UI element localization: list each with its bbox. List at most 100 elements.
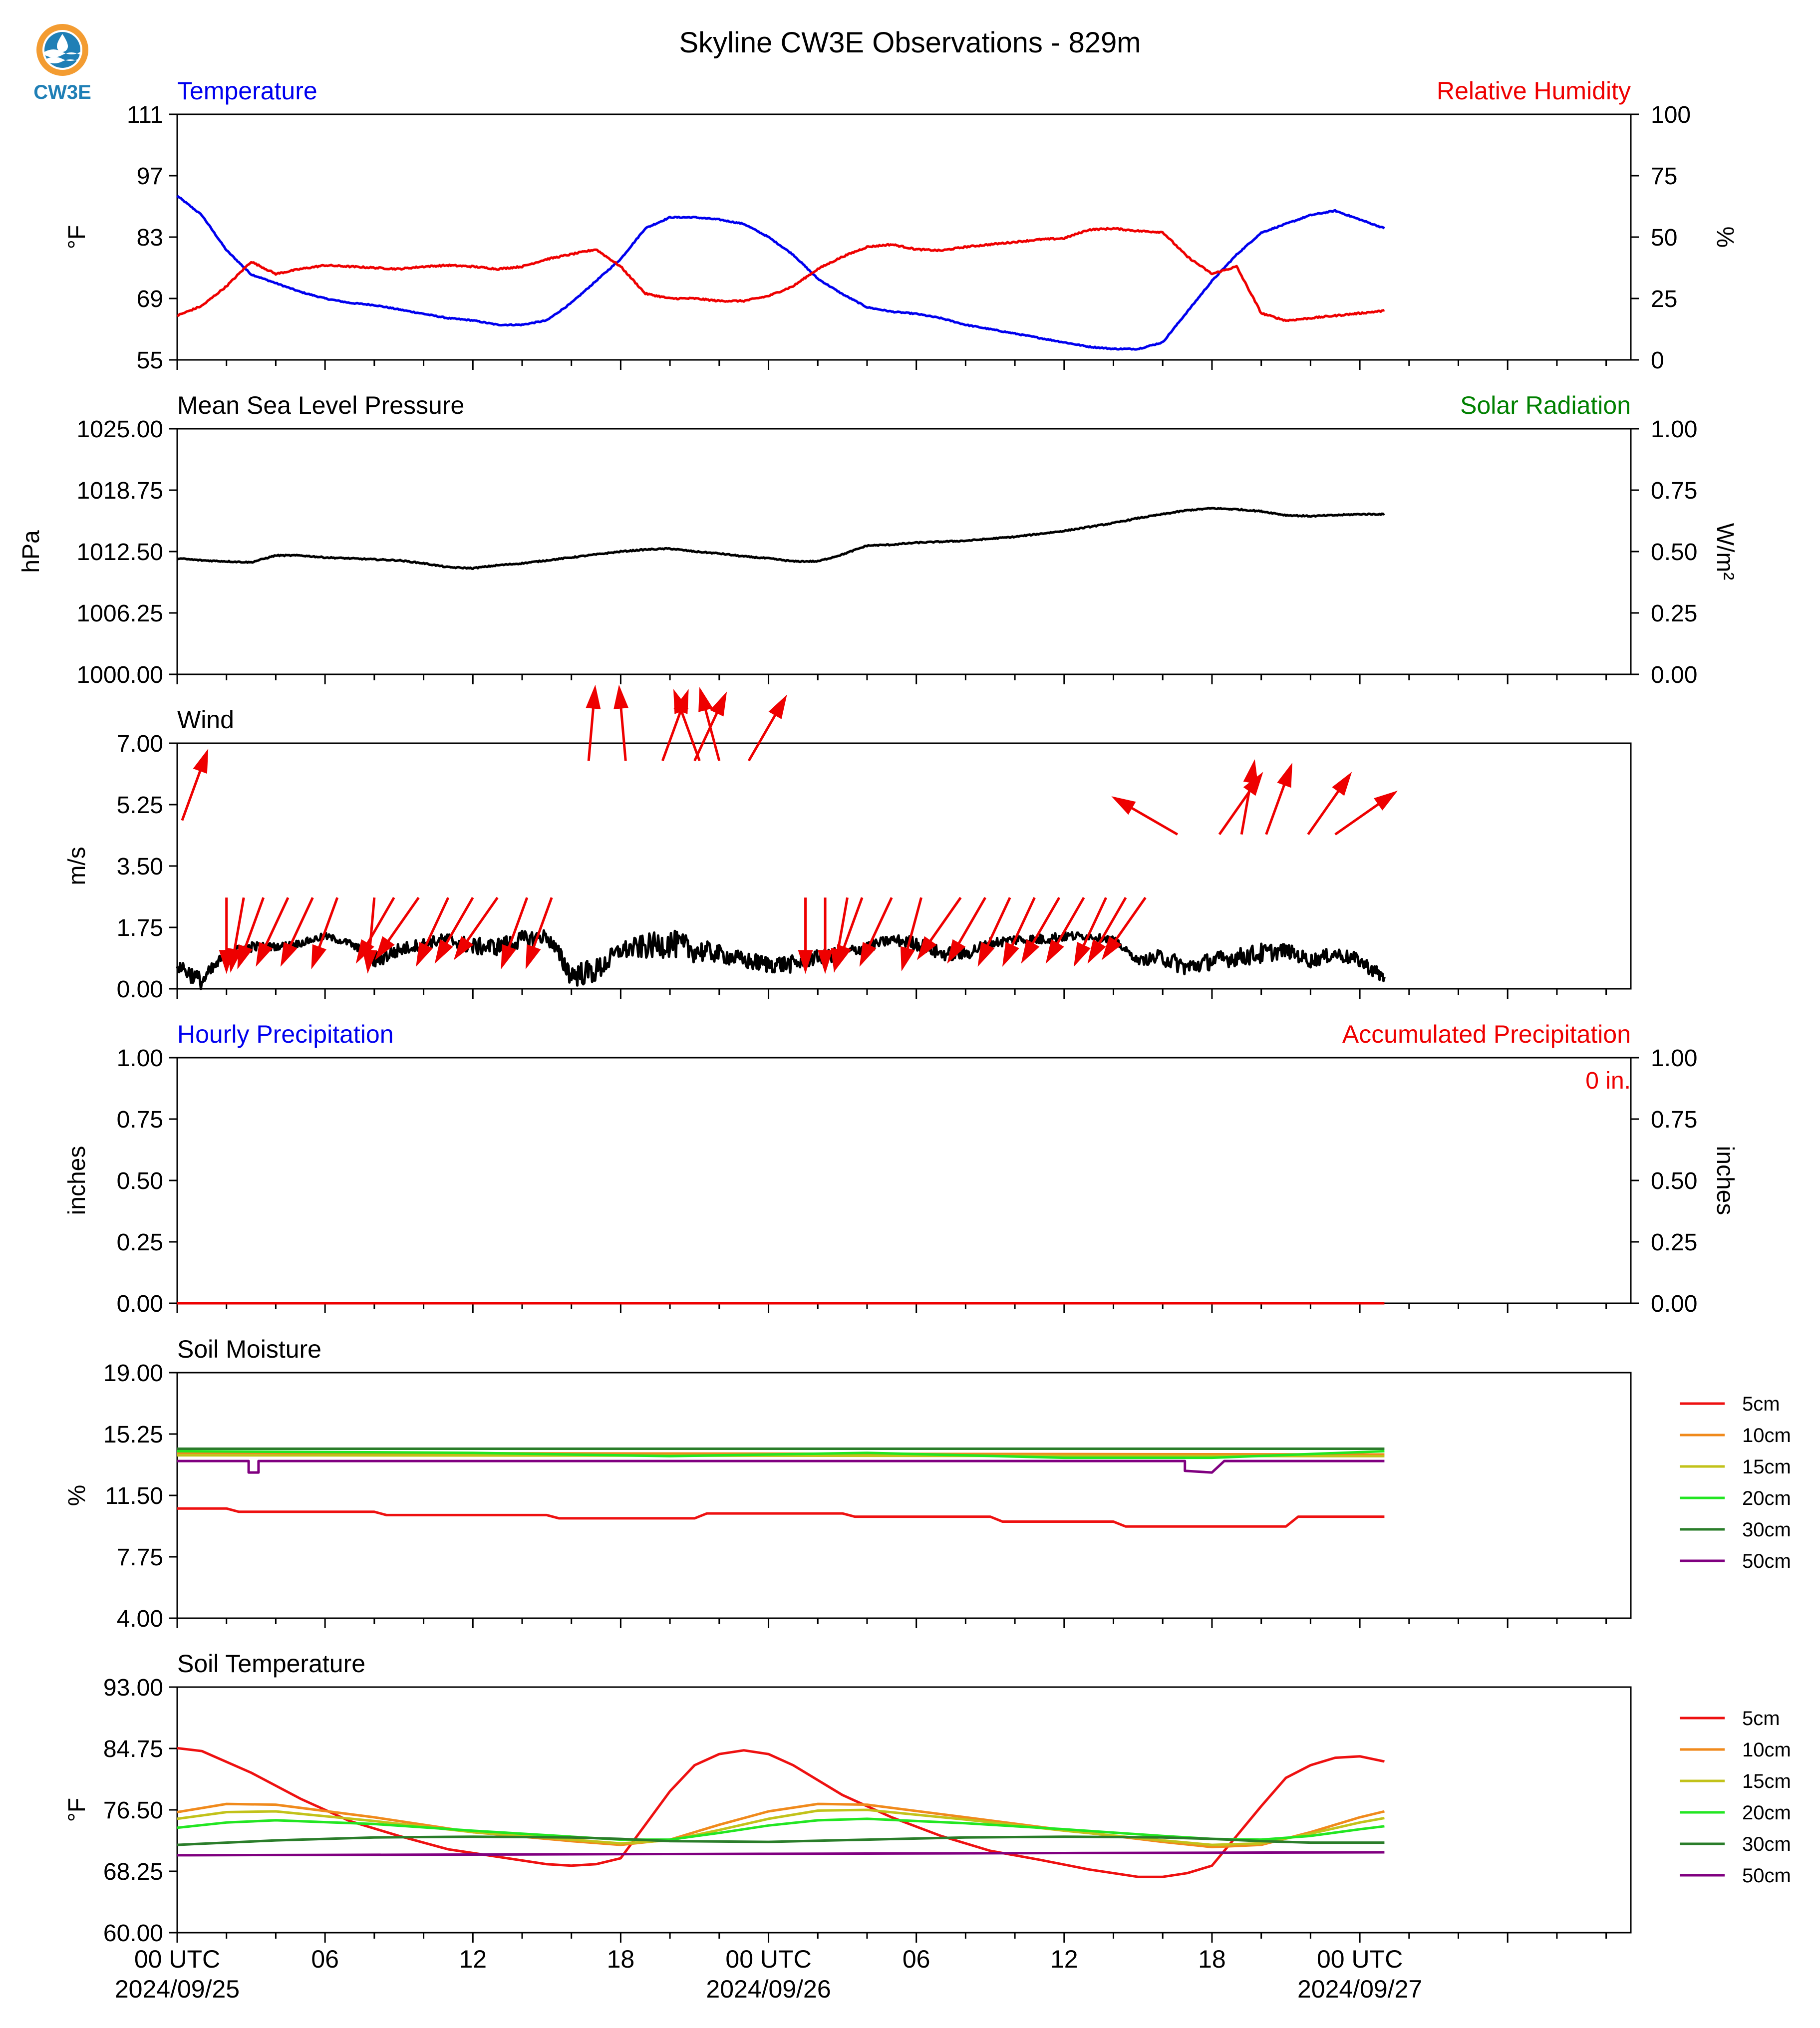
wind-arrow [1240,759,1258,835]
x-tick-date-label: 2024/09/27 [1297,1975,1422,2003]
y-tick-label: 7.75 [117,1544,163,1571]
x-tick-date-label: 2024/09/25 [115,1975,240,2003]
wind-arrow-head [311,944,326,970]
series-line-10cm [177,1802,1385,1848]
wind-arrow-head [1374,790,1398,811]
cw3e-logo [30,19,95,104]
wind-arrow [256,897,290,967]
panel-wind: 0.00 1.75 3.50 5.25 7.00 Wind m/s [64,684,1632,1003]
wind-arrow-head [525,944,541,970]
wind-arrow-head [1074,942,1091,967]
panel-right-title: Solar Radiation [1460,391,1631,419]
wind-arrow [673,689,701,761]
wind-arrow-head [947,939,966,964]
wind-arrow-head [768,694,787,719]
wind-arrow-head [237,944,253,970]
precip-total-annotation: 0 in. [1585,1068,1631,1094]
wind-arrow [1307,772,1352,836]
logo-drop [57,34,68,52]
x-tick-label: 18 [1198,1945,1226,1973]
y-tick-label: 68.25 [103,1859,163,1885]
y-tick-label: 15.25 [103,1422,163,1448]
wind-arrow-head [193,748,209,774]
panel-frame [176,1372,1632,1619]
y-axis-label: % [64,1485,90,1506]
wind-arrow [916,896,962,960]
panel-temperature_humidity: 55 69 83 97 111 0 25 50 75 100 Temperature Relative… [64,77,1738,374]
wind-arrow [1265,762,1292,835]
x-tick-label: 00 UTC [1317,1945,1403,1973]
y-axis-label: hPa [18,530,44,573]
wind-arrow-head [1243,759,1258,784]
panel-frame [176,428,1632,675]
wind-arrow-head [673,689,689,714]
wind-arrow [698,687,721,761]
y-tick-label: 1.00 [117,1045,163,1072]
wind-arrow [416,897,450,967]
figure-title: Skyline CW3E Observations - 829m [679,26,1141,59]
y-tick-label: 7.00 [117,731,163,757]
y-axis-label: inches [64,1146,90,1215]
wind-arrow [1101,896,1147,960]
wind-arrow [525,897,553,970]
series-line-50cm [177,1459,1385,1474]
logo-wave-1 [44,49,80,57]
y-tick-label: 1025.00 [76,416,163,443]
y-tick-label: 1000.00 [76,662,163,688]
wind-arrow [798,897,813,974]
wind-arrow [501,897,529,970]
x-tick-date-label: 2024/09/26 [706,1975,831,2003]
wind-arrow-head [374,936,395,960]
wind-arrow-head [977,942,995,967]
wind-arrow [311,897,339,970]
wind-arrow-head [859,942,877,967]
y-tick-label: 97 [137,163,163,190]
y-tick-label: 55 [137,347,163,374]
series-line-5cm [177,1507,1385,1528]
y-right-tick-label: 0.00 [1651,1291,1697,1317]
x-tick-label: 06 [311,1945,339,1973]
legend-label: 30cm [1742,1833,1791,1855]
y-right-tick-label: 0 [1651,347,1664,374]
y-right-tick-label: 100 [1651,102,1691,128]
y-tick-label: 0.00 [117,1291,163,1317]
panel-left-title: Soil Temperature [177,1650,365,1678]
x-tick-label: 12 [459,1945,487,1973]
y-right-tick-label: 75 [1651,163,1677,190]
wind-arrow-head [362,949,377,974]
wind-arrow [374,896,420,960]
wind-arrow-head [280,942,298,967]
y-right-tick-label: 0.75 [1651,1107,1697,1133]
wind-arrow-head [818,950,833,974]
y-right-tick-label: 25 [1651,286,1677,312]
wind-arrow-head [453,936,474,960]
wind-arrow [280,897,314,967]
series-line-50cm [177,1851,1385,1857]
y-right-tick-label: 0.50 [1651,1168,1697,1194]
y-tick-label: 84.75 [103,1736,163,1762]
panel-frame [176,1057,1632,1304]
wind-arrow [859,897,893,967]
y-tick-label: 69 [137,286,163,312]
panel-precipitation: 0.00 0.25 0.50 0.75 1.00 0.00 0.25 0.50 0.75 1.00… [64,1020,1738,1317]
legend-label: 10cm [1742,1739,1791,1761]
wind-arrow [747,694,787,762]
legend-label: 5cm [1742,1708,1780,1730]
y-right-axis-label: inches [1712,1146,1738,1215]
series-line-20cm [177,1449,1385,1459]
wind-arrow-head [355,939,374,964]
wind-arrow [1334,790,1398,836]
wind-arrow [1087,897,1127,964]
wind-arrow-head [501,944,517,970]
wind-arrow [1111,796,1179,836]
series-line-15cm [177,1454,1385,1457]
x-tick-label: 00 UTC [134,1945,220,1973]
panel-soil_moisture: 4.00 7.75 11.50 15.25 19.00 Soil Moisture% 5cm… [64,1335,1791,1632]
legend-label: 15cm [1742,1770,1791,1792]
legend-label: 5cm [1742,1393,1780,1415]
series-line-20cm [177,1817,1385,1841]
wind-arrow-head [1045,939,1064,964]
x-tick-label: 06 [903,1945,930,1973]
